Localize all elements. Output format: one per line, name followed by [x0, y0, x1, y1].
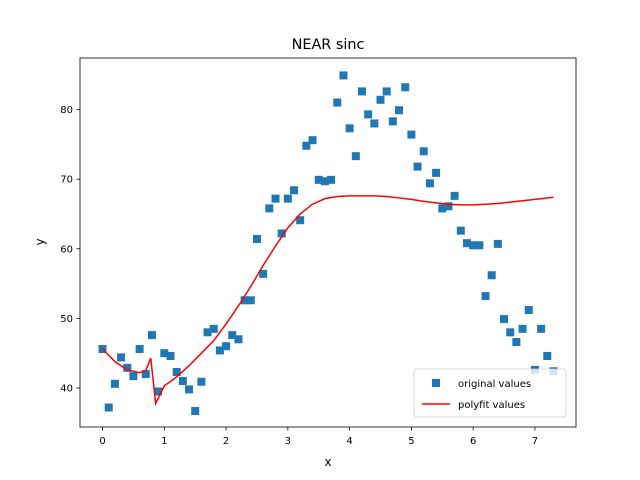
data-point-61 [475, 241, 484, 250]
data-point-13 [178, 377, 187, 386]
y-tick-label: 80 [60, 105, 73, 116]
data-point-59 [462, 239, 471, 248]
data-point-21 [228, 331, 237, 340]
data-point-31 [290, 186, 299, 195]
x-tick-label: 0 [99, 436, 105, 447]
data-point-41 [351, 152, 360, 161]
data-point-60 [469, 241, 478, 250]
data-point-54 [432, 168, 441, 177]
x-tick-label: 7 [532, 436, 538, 447]
data-point-64 [493, 239, 502, 248]
x-tick-label: 2 [223, 436, 229, 447]
data-point-3 [117, 353, 126, 362]
data-point-26 [259, 269, 268, 278]
y-tick-label: 40 [60, 384, 73, 395]
data-point-37 [327, 175, 336, 184]
data-point-71 [537, 324, 546, 333]
data-point-20 [222, 342, 231, 351]
data-point-6 [135, 345, 144, 354]
data-point-38 [333, 98, 342, 107]
data-point-33 [302, 141, 311, 150]
data-point-19 [215, 346, 224, 355]
data-point-32 [296, 216, 305, 225]
plot-frame [79, 57, 577, 428]
data-point-63 [487, 271, 496, 280]
data-point-67 [512, 338, 521, 347]
y-tick-label: 70 [60, 175, 73, 186]
data-point-17 [203, 328, 212, 337]
data-point-39 [339, 71, 348, 80]
data-point-57 [450, 191, 459, 200]
data-point-16 [197, 377, 206, 386]
data-point-4 [123, 363, 132, 372]
x-tick-label: 3 [285, 436, 291, 447]
data-point-42 [357, 87, 366, 96]
data-point-36 [320, 177, 329, 186]
data-point-10 [160, 349, 169, 358]
data-point-24 [246, 296, 255, 305]
data-point-48 [395, 106, 404, 115]
data-point-72 [543, 351, 552, 360]
chart-title: NEAR sinc [292, 37, 365, 53]
data-point-65 [500, 315, 509, 324]
data-point-45 [376, 95, 385, 104]
data-point-47 [388, 117, 397, 126]
data-point-53 [425, 179, 434, 188]
data-point-69 [524, 306, 533, 315]
data-point-50 [407, 130, 416, 139]
data-point-25 [252, 235, 261, 244]
legend: original values polyfit values [413, 368, 567, 418]
data-point-55 [438, 204, 447, 213]
legend-entry-label: original values [458, 379, 531, 390]
data-point-9 [154, 387, 163, 396]
series-line-1 [102, 195, 554, 406]
data-point-29 [277, 229, 286, 238]
data-point-40 [345, 124, 354, 133]
data-point-68 [518, 324, 527, 333]
data-point-7 [141, 370, 150, 379]
legend-box [413, 368, 567, 418]
legend-entry-label: polyfit values [458, 400, 525, 411]
data-point-18 [209, 324, 218, 333]
data-point-34 [308, 136, 317, 145]
data-point-28 [271, 194, 280, 203]
x-tick-label: 5 [408, 436, 414, 447]
data-point-44 [370, 119, 379, 128]
data-point-51 [413, 162, 422, 171]
y-axis-label: y [33, 238, 47, 245]
data-point-15 [191, 406, 200, 415]
data-point-49 [401, 83, 410, 92]
data-point-27 [265, 204, 274, 213]
data-point-58 [456, 226, 465, 235]
data-point-35 [314, 175, 323, 184]
data-point-43 [364, 110, 373, 119]
x-tick-label: 1 [161, 436, 167, 447]
data-point-12 [172, 368, 181, 376]
data-point-5 [129, 372, 138, 381]
data-point-46 [382, 87, 391, 96]
legend-marker-swatch [432, 379, 440, 387]
data-point-66 [506, 328, 515, 337]
data-point-1 [104, 403, 113, 412]
data-point-62 [481, 292, 490, 301]
data-point-56 [444, 202, 453, 211]
data-point-23 [240, 296, 249, 305]
data-point-8 [147, 331, 156, 340]
x-tick-label: 4 [346, 436, 352, 447]
y-tick-label: 60 [60, 244, 73, 255]
data-point-11 [166, 351, 175, 360]
data-point-22 [234, 335, 243, 344]
y-tick-label: 50 [60, 314, 73, 325]
data-point-30 [283, 194, 292, 203]
data-point-2 [110, 379, 119, 388]
x-axis-label: x [324, 455, 331, 469]
data-point-52 [419, 147, 428, 156]
plot-area: 0 1 2 3 4 5 6 7 40 50 60 70 80 [60, 57, 577, 447]
data-point-14 [185, 385, 194, 394]
x-tick-label: 6 [470, 436, 476, 447]
